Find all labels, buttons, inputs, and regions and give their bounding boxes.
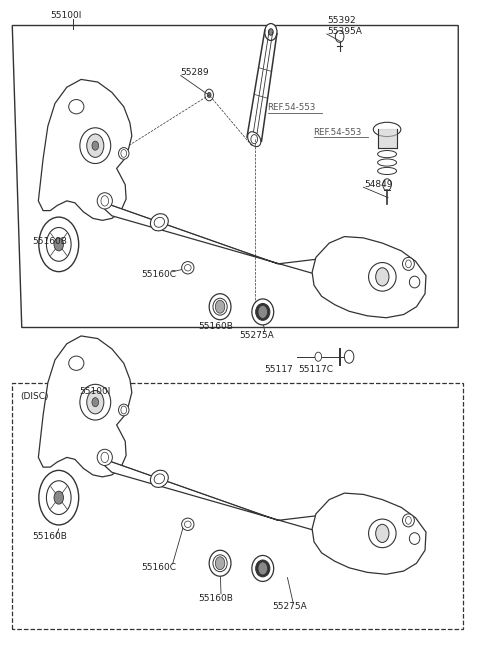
Circle shape <box>101 452 108 462</box>
Ellipse shape <box>378 159 396 166</box>
Ellipse shape <box>69 100 84 114</box>
Circle shape <box>121 406 127 414</box>
Text: 55275A: 55275A <box>239 331 274 340</box>
Circle shape <box>376 524 389 542</box>
Text: 55160B: 55160B <box>32 532 67 541</box>
Text: REF.54-553: REF.54-553 <box>313 128 362 137</box>
Circle shape <box>344 350 354 364</box>
Ellipse shape <box>69 356 84 370</box>
Circle shape <box>47 227 71 261</box>
Text: REF.54-553: REF.54-553 <box>267 103 316 113</box>
Ellipse shape <box>181 261 194 274</box>
Circle shape <box>87 390 104 414</box>
Circle shape <box>205 89 214 101</box>
Circle shape <box>92 398 98 407</box>
Ellipse shape <box>119 147 129 159</box>
Ellipse shape <box>184 521 191 527</box>
Ellipse shape <box>150 214 168 231</box>
Ellipse shape <box>403 257 414 271</box>
Ellipse shape <box>154 474 165 484</box>
Ellipse shape <box>150 470 168 487</box>
Ellipse shape <box>409 533 420 544</box>
Text: 55117C: 55117C <box>298 365 333 373</box>
Ellipse shape <box>97 193 112 209</box>
Text: 55160C: 55160C <box>141 563 176 572</box>
Circle shape <box>54 491 63 504</box>
Text: 55160C: 55160C <box>141 270 176 279</box>
Ellipse shape <box>97 449 112 466</box>
Ellipse shape <box>369 263 396 291</box>
Ellipse shape <box>184 265 191 271</box>
Circle shape <box>406 517 411 524</box>
Text: 55117: 55117 <box>264 365 293 373</box>
Circle shape <box>216 300 225 313</box>
Circle shape <box>92 141 98 150</box>
Circle shape <box>268 29 273 35</box>
Polygon shape <box>312 493 426 574</box>
Ellipse shape <box>256 303 270 320</box>
Ellipse shape <box>119 404 129 416</box>
Ellipse shape <box>213 298 227 315</box>
Ellipse shape <box>154 217 165 227</box>
Ellipse shape <box>409 276 420 288</box>
Text: (DISC): (DISC) <box>20 392 48 402</box>
Circle shape <box>258 562 267 575</box>
Ellipse shape <box>248 132 261 147</box>
Ellipse shape <box>209 293 231 320</box>
Ellipse shape <box>403 514 414 527</box>
Polygon shape <box>105 454 316 530</box>
Polygon shape <box>105 198 316 274</box>
Ellipse shape <box>252 555 274 582</box>
Circle shape <box>376 268 389 286</box>
Text: 55160B: 55160B <box>198 595 233 603</box>
Circle shape <box>47 481 71 515</box>
Text: 55395A: 55395A <box>328 27 363 36</box>
Text: 55160B: 55160B <box>32 236 67 246</box>
Polygon shape <box>38 79 132 220</box>
Text: 55392: 55392 <box>328 16 356 26</box>
Ellipse shape <box>378 168 396 174</box>
Ellipse shape <box>378 151 396 158</box>
Text: 55100I: 55100I <box>50 11 82 20</box>
Ellipse shape <box>256 560 270 577</box>
Circle shape <box>54 238 63 251</box>
Text: 55289: 55289 <box>180 68 209 77</box>
Polygon shape <box>38 336 132 477</box>
Circle shape <box>406 260 411 268</box>
Polygon shape <box>312 236 426 318</box>
Ellipse shape <box>369 519 396 548</box>
Ellipse shape <box>209 550 231 576</box>
Circle shape <box>207 92 211 98</box>
Circle shape <box>251 135 258 143</box>
Circle shape <box>383 179 391 191</box>
Text: 55100I: 55100I <box>80 386 111 396</box>
Ellipse shape <box>213 555 227 572</box>
Circle shape <box>87 134 104 157</box>
Circle shape <box>101 196 108 206</box>
Circle shape <box>216 557 225 570</box>
Circle shape <box>264 24 277 41</box>
Ellipse shape <box>373 122 401 136</box>
Ellipse shape <box>80 384 111 420</box>
Ellipse shape <box>181 518 194 531</box>
Circle shape <box>315 352 322 362</box>
Circle shape <box>121 149 127 157</box>
Text: 54849: 54849 <box>364 180 393 189</box>
Text: 55160B: 55160B <box>198 322 233 331</box>
Ellipse shape <box>80 128 111 164</box>
Circle shape <box>39 470 79 525</box>
Ellipse shape <box>252 299 274 325</box>
Circle shape <box>39 217 79 272</box>
Circle shape <box>336 31 344 43</box>
Text: 55275A: 55275A <box>272 602 307 611</box>
Circle shape <box>258 305 267 318</box>
